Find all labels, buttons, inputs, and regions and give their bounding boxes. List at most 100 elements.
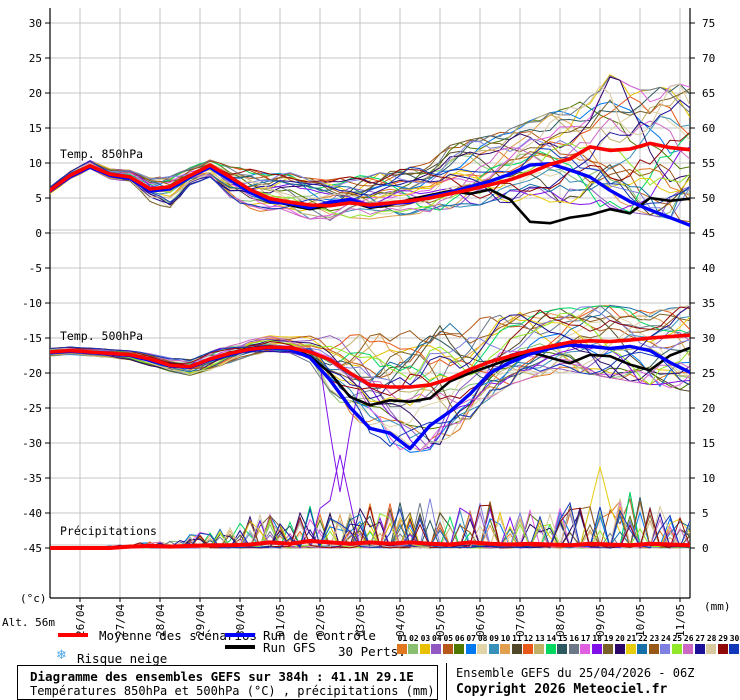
pert-number: 17: [580, 634, 591, 643]
svg-text:55: 55: [702, 157, 715, 170]
pert-number: 29: [718, 634, 728, 643]
pert-color-swatch: [522, 644, 533, 654]
pert-number: 16: [569, 634, 580, 643]
svg-text:15: 15: [702, 437, 715, 450]
pert-color-swatch: [591, 644, 602, 654]
svg-text:-25: -25: [22, 402, 42, 415]
pert-number: 18: [592, 634, 602, 643]
svg-text:15: 15: [29, 122, 42, 135]
svg-text:0: 0: [702, 542, 709, 555]
altitude-label: Alt. 56m: [2, 616, 55, 629]
svg-text:07/05: 07/05: [514, 604, 527, 637]
pert-14: 14: [545, 634, 557, 654]
pert-12: 12: [522, 634, 534, 654]
copyright-label: Copyright 2026 Meteociel.fr: [456, 682, 668, 697]
svg-text:30: 30: [29, 17, 42, 30]
svg-text:-15: -15: [22, 332, 42, 345]
svg-text:-35: -35: [22, 472, 42, 485]
pert-29: 29: [717, 634, 729, 654]
pert-color-swatch: [488, 644, 499, 654]
pert-number: 30: [729, 634, 740, 643]
svg-text:03/05: 03/05: [354, 604, 367, 637]
svg-text:01/05: 01/05: [274, 604, 287, 637]
pert-20: 20: [614, 634, 626, 654]
pert-number: 20: [615, 634, 625, 643]
control-line-swatch: [225, 633, 255, 637]
pert-number: 11: [512, 634, 522, 643]
pert-28: 28: [706, 634, 717, 654]
panel-label-t850: Temp. 850hPa: [60, 147, 143, 161]
svg-text:09/05: 09/05: [594, 604, 607, 637]
pert-color-swatch: [431, 644, 442, 654]
pert-16: 16: [568, 634, 580, 654]
pert-05: 05: [442, 634, 454, 654]
pert-color-swatch: [419, 644, 430, 654]
pert-number: 07: [466, 634, 476, 643]
pert-number: 02: [409, 634, 419, 643]
svg-text:-10: -10: [22, 297, 42, 310]
diagram-info-box: Diagramme des ensembles GEFS sur 384h : …: [17, 665, 438, 700]
pert-10: 10: [500, 634, 511, 654]
pert-color-swatch: [614, 644, 625, 654]
pert-number: 27: [695, 634, 705, 643]
svg-text:70: 70: [702, 52, 715, 65]
right-axis-unit: (mm): [704, 600, 731, 613]
pert-number: 14: [546, 634, 557, 643]
pert-06: 06: [454, 634, 465, 654]
svg-text:50: 50: [702, 192, 715, 205]
control-legend-label: Run de contrôle: [263, 628, 376, 643]
pert-number: 24: [661, 634, 671, 643]
pert-color-swatch: [477, 644, 488, 654]
svg-text:45: 45: [702, 227, 715, 240]
svg-text:0: 0: [35, 227, 42, 240]
pert-color-swatch: [694, 644, 705, 654]
svg-text:20: 20: [29, 87, 42, 100]
svg-text:75: 75: [702, 17, 715, 30]
pert-color-swatch: [545, 644, 556, 654]
svg-text:-40: -40: [22, 507, 42, 520]
pert-color-swatch: [637, 644, 648, 654]
perturbations-legend: 01 02 03 04 05 06 07 08 09 10 11 12 13 14 15 16 17 18 19 20…: [397, 634, 740, 656]
svg-text:04/05: 04/05: [394, 604, 407, 637]
ensemble-chart: 302520151050-5-10-15-20-25-30-35-40-4575…: [20, 8, 731, 637]
pert-23: 23: [648, 634, 660, 654]
pert-24: 24: [660, 634, 671, 654]
pert-number: 22: [638, 634, 648, 643]
pert-11: 11: [511, 634, 523, 654]
gfs-line-swatch: [225, 645, 255, 649]
pert-26: 26: [683, 634, 694, 654]
pert-04: 04: [431, 634, 442, 654]
svg-text:02/05: 02/05: [314, 604, 327, 637]
svg-text:25: 25: [29, 52, 42, 65]
svg-text:-5: -5: [29, 262, 42, 275]
svg-text:29/04: 29/04: [194, 604, 207, 637]
pert-number: 08: [477, 634, 488, 643]
pert-color-swatch: [557, 644, 568, 654]
svg-text:5: 5: [35, 192, 42, 205]
pert-17: 17: [580, 634, 591, 654]
svg-text:40: 40: [702, 262, 715, 275]
pert-number: 12: [523, 634, 534, 643]
svg-text:10: 10: [29, 157, 42, 170]
svg-text:20: 20: [702, 402, 715, 415]
pert-color-swatch: [454, 644, 465, 654]
pert-number: 13: [535, 634, 545, 643]
pert-01: 01: [397, 634, 408, 654]
pert-color-swatch: [534, 644, 545, 654]
svg-text:05/05: 05/05: [434, 604, 447, 637]
pert-number: 03: [420, 634, 431, 643]
pert-25: 25: [671, 634, 683, 654]
pert-number: 01: [397, 634, 408, 643]
svg-text:06/05: 06/05: [474, 604, 487, 637]
pert-number: 06: [454, 634, 465, 643]
pert-number: 10: [500, 634, 511, 643]
mean-line-swatch: [58, 633, 88, 637]
pert-color-swatch: [603, 644, 614, 654]
pert-07: 07: [465, 634, 477, 654]
svg-text:11/05: 11/05: [674, 604, 687, 637]
pert-number: 25: [672, 634, 683, 643]
pert-02: 02: [408, 634, 419, 654]
pert-color-swatch: [706, 644, 717, 654]
diagram-subtitle: Températures 850hPa et 500hPa (°C) , pré…: [30, 684, 435, 698]
